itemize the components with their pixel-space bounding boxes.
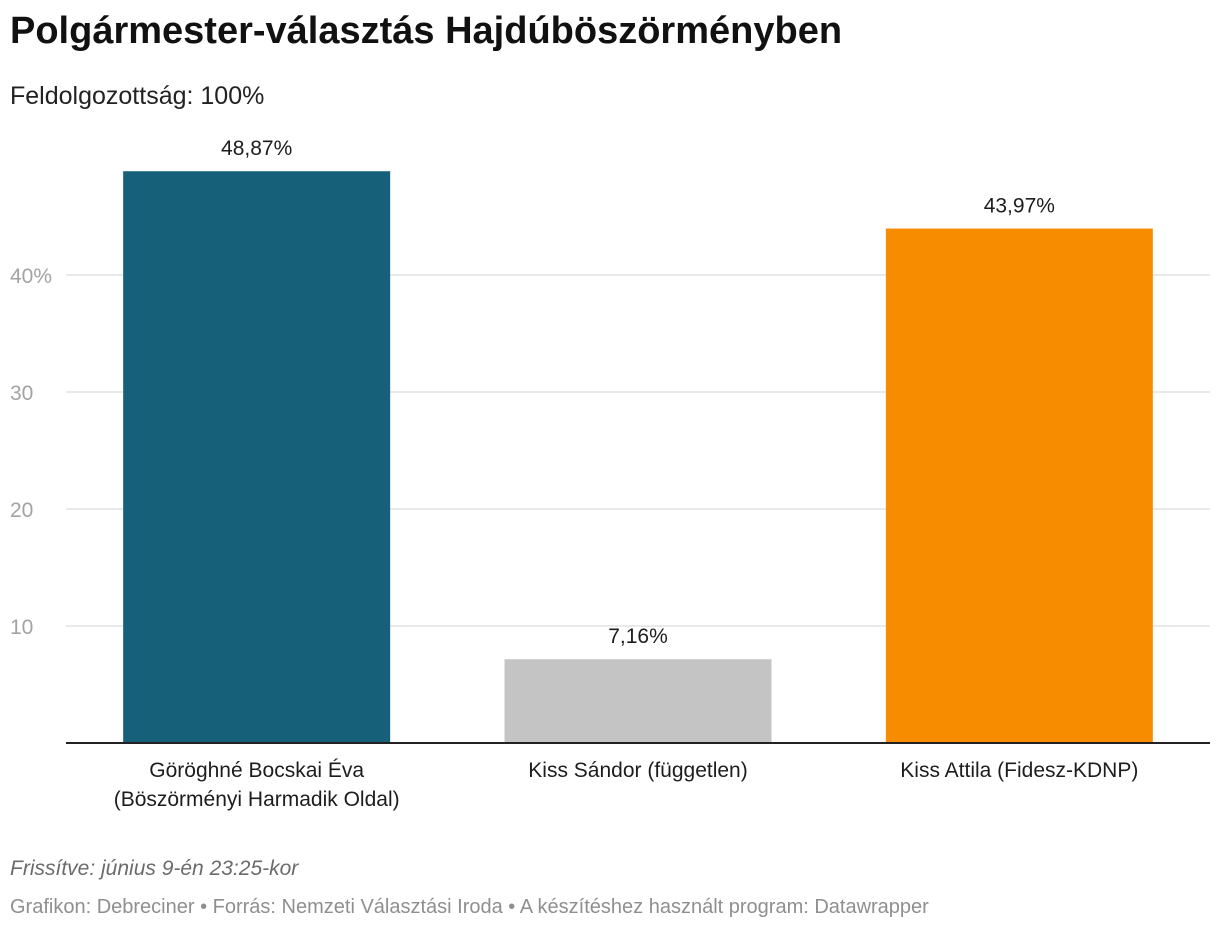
data-label: 48,87% bbox=[221, 137, 292, 160]
updated-note: Frissítve: június 9-én 23:25-kor bbox=[10, 857, 299, 880]
bar-chart: 10 20 30 40% 48,87% Göröghné Bocskai Éva (Bösz… bbox=[10, 137, 1210, 811]
data-label: 7,16% bbox=[608, 625, 668, 648]
data-label: 43,97% bbox=[984, 195, 1055, 218]
bar bbox=[504, 659, 772, 743]
x-tick-label: Göröghné Bocskai Éva bbox=[149, 759, 364, 782]
y-tick-label: 40% bbox=[10, 265, 52, 288]
x-tick-label: Kiss Sándor (független) bbox=[528, 759, 747, 782]
x-tick-label: (Böszörményi Harmadik Oldal) bbox=[114, 788, 400, 811]
chart-subtitle: Feldolgozottság: 100% bbox=[10, 82, 265, 110]
bar bbox=[885, 228, 1153, 743]
chart-title: Polgármester-választás Hajdúböszörménybe… bbox=[10, 10, 843, 52]
x-tick-label: Kiss Attila (Fidesz-KDNP) bbox=[900, 759, 1138, 782]
y-tick-label: 20 bbox=[10, 499, 33, 522]
bar bbox=[123, 171, 391, 743]
y-tick-label: 10 bbox=[10, 616, 33, 639]
credits-note: Grafikon: Debreciner • Forrás: Nemzeti V… bbox=[10, 896, 929, 918]
y-tick-label: 30 bbox=[10, 382, 33, 405]
